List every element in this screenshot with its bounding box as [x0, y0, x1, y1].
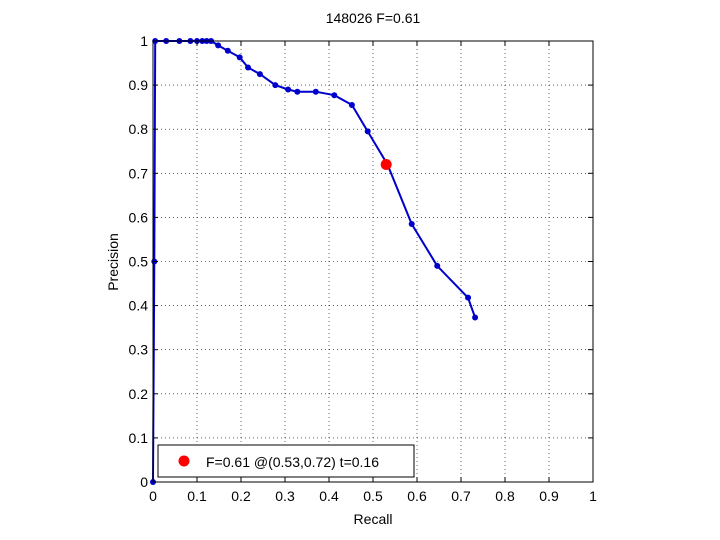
- y-tick-label: 0.5: [129, 254, 149, 270]
- legend-marker: [178, 455, 190, 467]
- x-tick-label: 0.8: [495, 488, 515, 504]
- y-tick-label: 1: [140, 33, 148, 49]
- pr-curve-point: [245, 64, 252, 71]
- y-tick-label: 0: [140, 474, 148, 490]
- y-tick-label: 0.4: [129, 298, 149, 314]
- pr-curve-point: [434, 262, 441, 269]
- x-tick-label: 0.9: [539, 488, 559, 504]
- axis-tick-labels: 0 0.1 0.2 0.3 0.4 0.5 0.6 0.7 0.8 0.9 1 0 0.1 0.2 0.3 0…: [129, 33, 598, 504]
- pr-curve-point: [215, 42, 222, 49]
- pr-curve-point: [256, 71, 263, 78]
- x-tick-label: 0.4: [319, 488, 339, 504]
- y-tick-label: 0.1: [129, 430, 149, 446]
- x-tick-label: 0.7: [451, 488, 471, 504]
- y-tick-label: 0.6: [129, 209, 149, 225]
- y-tick-label: 0.8: [129, 121, 149, 137]
- legend: F=0.61 @(0.53,0.72) t=0.16: [157, 444, 415, 478]
- x-tick-label: 0.6: [407, 488, 427, 504]
- y-tick-label: 0.9: [129, 77, 149, 93]
- y-tick-label: 0.7: [129, 165, 149, 181]
- pr-curve-point: [236, 54, 243, 61]
- pr-curve-point: [224, 47, 231, 54]
- x-tick-label: 0.3: [275, 488, 295, 504]
- best-f-point: [380, 158, 392, 170]
- pr-curve-point: [472, 314, 479, 321]
- x-tick-label: 0.5: [363, 488, 383, 504]
- y-axis-title: Precision: [105, 233, 121, 291]
- x-tick-label: 0: [149, 488, 157, 504]
- y-tick-label: 0.3: [129, 342, 149, 358]
- axis-ticks: [152, 40, 594, 483]
- pr-curve-point: [408, 221, 415, 228]
- x-tick-label: 0.1: [187, 488, 207, 504]
- x-tick-label: 0.2: [231, 488, 251, 504]
- pr-curve-point: [348, 101, 355, 108]
- pr-curve-point: [312, 88, 319, 95]
- x-tick-label: 1: [589, 488, 597, 504]
- x-axis-title: Recall: [354, 511, 393, 527]
- pr-curve-point: [294, 88, 301, 95]
- legend-box: [157, 444, 415, 478]
- pr-curve-point: [285, 86, 292, 93]
- pr-curve-point: [272, 82, 279, 89]
- legend-text: F=0.61 @(0.53,0.72) t=0.16: [206, 454, 379, 470]
- pr-curve-point: [364, 128, 371, 135]
- y-tick-label: 0.2: [129, 386, 149, 402]
- pr-curve-point: [331, 92, 338, 99]
- pr-curve-point: [465, 294, 472, 301]
- chart-title: 148026 F=0.61: [326, 10, 421, 26]
